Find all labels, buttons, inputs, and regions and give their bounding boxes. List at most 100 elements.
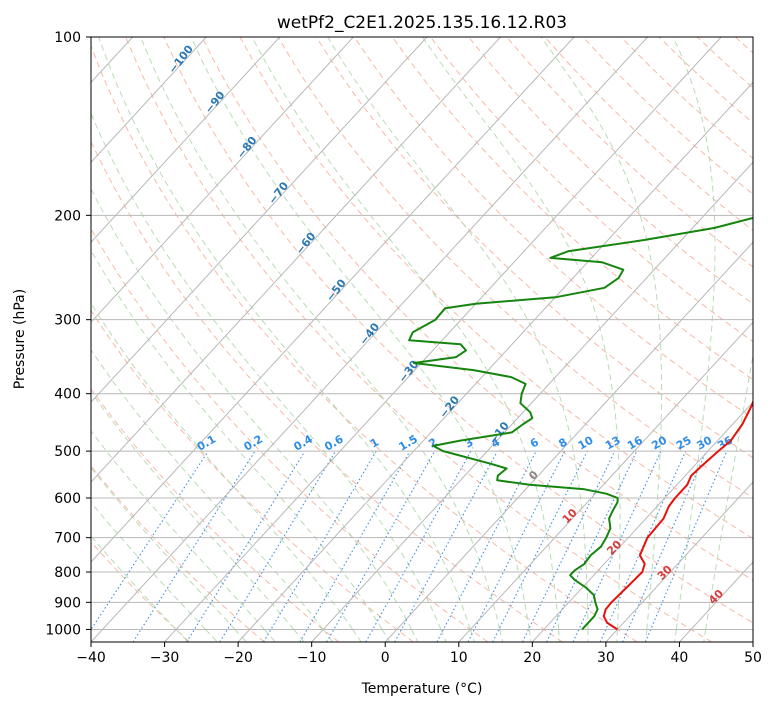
dry-adiabat-line <box>391 37 753 381</box>
isotherm-line <box>531 401 753 642</box>
dry-adiabat-line <box>91 140 563 642</box>
moist-adiabat-line <box>411 629 419 642</box>
y-tick-label: 100 <box>54 30 81 46</box>
moist-adiabat-line <box>381 629 390 642</box>
x-tick-label: −10 <box>297 650 327 666</box>
y-tick-label: 400 <box>54 387 81 403</box>
dry-adiabat-line <box>277 37 753 499</box>
x-tick-label: 50 <box>744 650 762 666</box>
isotherm-line <box>311 161 753 642</box>
moist-adiabat-line <box>421 37 621 630</box>
mixing-ratio-line <box>521 450 616 642</box>
x-tick-label: 30 <box>597 650 615 666</box>
moist-adiabat-line <box>558 629 561 642</box>
dry-adiabat-line <box>430 37 753 343</box>
moist-adiabat-line <box>705 352 753 630</box>
x-axis-label: Temperature (°C) <box>361 681 483 697</box>
axes: −40 −30 −20 −10 0 10 20 30 40 50 1000 900 800 700 600 5… <box>45 30 762 666</box>
mixing-ratio-line <box>365 450 472 642</box>
moist-adiabat-line <box>540 37 663 630</box>
dry-adiabat-line <box>91 465 265 642</box>
moist-adiabat-line <box>91 249 383 630</box>
moist-adiabat-line <box>528 629 532 642</box>
moist-adiabat-line <box>205 629 218 642</box>
profiles <box>408 216 753 631</box>
dry-adiabat-line <box>91 227 489 642</box>
x-tick-label: 0 <box>381 650 390 666</box>
dry-adiabat-line <box>239 37 753 540</box>
mixing-ratio-line <box>572 450 662 642</box>
moist-adiabat-line <box>91 112 442 630</box>
x-tick-label: −40 <box>76 650 106 666</box>
isotherm-line <box>91 37 207 164</box>
dry-adiabat-line <box>125 37 713 642</box>
moist-adiabat-line <box>293 629 305 642</box>
temperature-profile-line <box>602 399 753 631</box>
y-tick-label: 600 <box>54 491 81 507</box>
isotherm-line <box>605 481 753 642</box>
moist-adiabat-line <box>234 629 247 642</box>
isotherm-line <box>91 37 281 243</box>
moist-adiabat-line <box>440 629 447 642</box>
y-tick-label: 700 <box>54 531 81 547</box>
moist-adiabat-line <box>352 629 362 642</box>
moist-adiabat-line <box>703 629 707 642</box>
mixing-ratio-line <box>299 450 411 642</box>
isotherm-line <box>384 241 753 642</box>
isotherm-line <box>91 37 648 642</box>
isotherm-line <box>91 37 575 563</box>
mixing-ratio-line <box>219 450 337 642</box>
moist-adiabat-line <box>190 37 530 630</box>
x-tick-label: −20 <box>223 650 253 666</box>
moist-adiabat-line <box>175 629 189 642</box>
isotherm-line <box>91 37 354 323</box>
isotherm-line <box>91 37 428 403</box>
x-tick-label: 20 <box>523 650 541 666</box>
y-tick-label: 300 <box>54 313 81 329</box>
isotherm-line <box>458 321 753 642</box>
mixing-ratio-line <box>186 450 306 642</box>
mixing-ratio-line <box>326 450 436 642</box>
mixing-ratio-line <box>132 450 256 642</box>
mixing-ratio-line <box>644 450 728 642</box>
moist-adiabat-line <box>322 629 334 642</box>
chart-title: wetPf2_C2E1.2025.135.16.12.R03 <box>277 13 567 33</box>
isotherm-line <box>164 37 722 642</box>
moist-adiabat-line <box>91 302 354 630</box>
y-tick-label: 1000 <box>45 622 81 638</box>
moist-adiabat-line <box>140 37 501 630</box>
mixing-ratio-line <box>622 450 707 642</box>
isotherm-line <box>91 37 501 483</box>
moist-adiabat-line <box>645 629 648 642</box>
moist-adiabat-line <box>616 629 618 642</box>
mixing-ratio-line <box>394 450 498 642</box>
isotherm-line <box>237 81 753 642</box>
moist-adiabat-line <box>264 629 276 642</box>
dry-adiabat-line <box>353 37 753 419</box>
moist-adiabat-line <box>469 629 475 642</box>
y-tick-label: 200 <box>54 208 81 224</box>
dewpoint-profile-line <box>408 216 753 631</box>
dry-adiabat-line <box>468 37 753 305</box>
y-tick-label: 800 <box>54 565 81 581</box>
isobars <box>91 37 753 630</box>
plot-frame <box>90 36 754 643</box>
moist-adiabat-line <box>251 37 560 630</box>
dry-adiabat-line <box>201 37 753 581</box>
y-tick-label: 500 <box>54 444 81 460</box>
y-axis-label: Pressure (hPa) <box>12 289 28 389</box>
y-tick-label: 900 <box>54 595 81 611</box>
x-tick-label: 10 <box>450 650 468 666</box>
moist-adiabat-line <box>499 629 504 642</box>
moist-adiabat-line <box>91 349 324 630</box>
dry-adiabat-line <box>91 541 191 642</box>
dry-adiabat-line <box>315 37 753 459</box>
mixing-ratio-line <box>263 450 377 642</box>
x-tick-label: 40 <box>671 650 689 666</box>
moist-adiabat-line <box>91 391 295 630</box>
dry-adiabat-line <box>91 44 638 642</box>
moist-adiabat-line <box>672 37 716 630</box>
moist-adiabat-line <box>674 629 677 642</box>
